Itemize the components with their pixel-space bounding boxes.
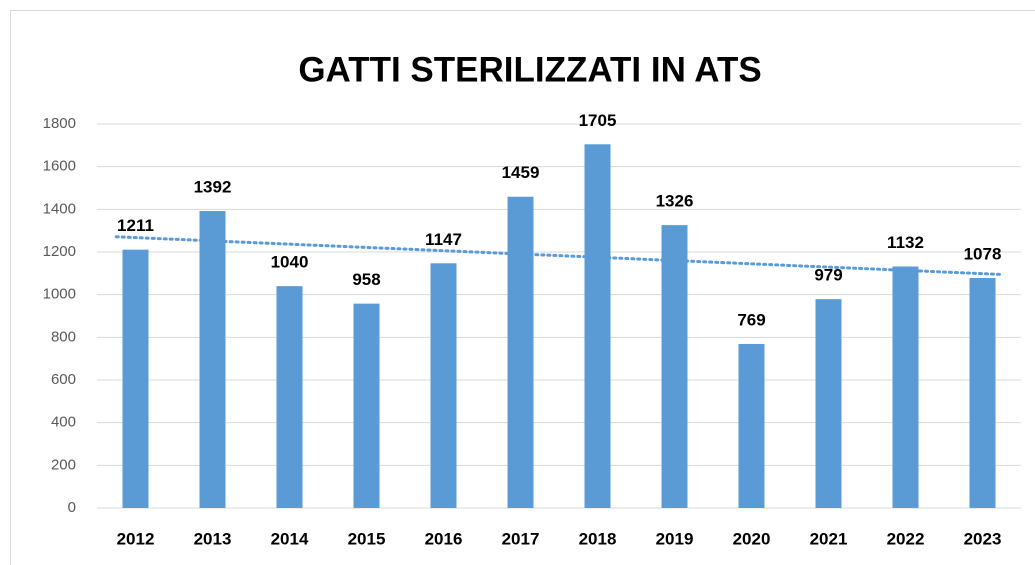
x-tick-label: 2016: [425, 529, 463, 548]
x-tick-label: 2019: [656, 529, 694, 548]
data-label: 958: [352, 270, 380, 289]
data-label: 979: [814, 266, 842, 285]
y-tick-label: 1600: [43, 158, 76, 175]
y-tick-label: 400: [51, 414, 76, 431]
x-tick-label: 2014: [271, 529, 309, 548]
chart-title: GATTI STERILIZZATI IN ATS: [298, 50, 761, 89]
y-tick-label: 200: [51, 456, 76, 473]
bar: [507, 196, 534, 508]
trendline: [114, 235, 1004, 276]
x-tick-label: 2023: [964, 529, 1002, 548]
data-label: 1211: [117, 216, 154, 235]
x-tick-label: 2020: [733, 529, 771, 548]
x-tick-label: 2013: [194, 529, 232, 548]
x-tick-label: 2021: [810, 529, 848, 548]
data-label: 1040: [271, 253, 309, 272]
x-tick-label: 2018: [579, 529, 617, 548]
data-label: 1326: [656, 192, 694, 211]
data-label: 1132: [887, 233, 924, 252]
x-tick-label: 2022: [887, 529, 925, 548]
bar: [892, 266, 919, 508]
data-label: 1078: [964, 245, 1002, 264]
bar: [430, 263, 457, 508]
bar: [584, 144, 611, 508]
x-tick-label: 2012: [117, 529, 155, 548]
y-tick-label: 800: [51, 328, 76, 345]
data-label: 1459: [502, 163, 540, 182]
x-tick-label: 2017: [502, 529, 540, 548]
data-label: 769: [737, 310, 765, 329]
bar: [815, 299, 842, 508]
y-tick-label: 1400: [43, 200, 76, 217]
y-tick-label: 600: [51, 371, 76, 388]
bar: [661, 225, 688, 508]
bar: [969, 278, 996, 508]
bar: [276, 286, 303, 508]
bar: [738, 343, 765, 508]
data-label: 1392: [194, 178, 232, 197]
y-tick-label: 1200: [43, 243, 76, 260]
x-tick-label: 2015: [348, 529, 386, 548]
bar: [122, 249, 149, 509]
data-label: 1705: [579, 111, 617, 130]
bar: [199, 211, 226, 509]
y-tick-label: 1000: [43, 286, 76, 303]
bar: [353, 303, 380, 508]
data-label: 1147: [425, 230, 462, 249]
y-tick-label: 1800: [43, 115, 76, 132]
y-tick-label: 0: [68, 499, 76, 516]
